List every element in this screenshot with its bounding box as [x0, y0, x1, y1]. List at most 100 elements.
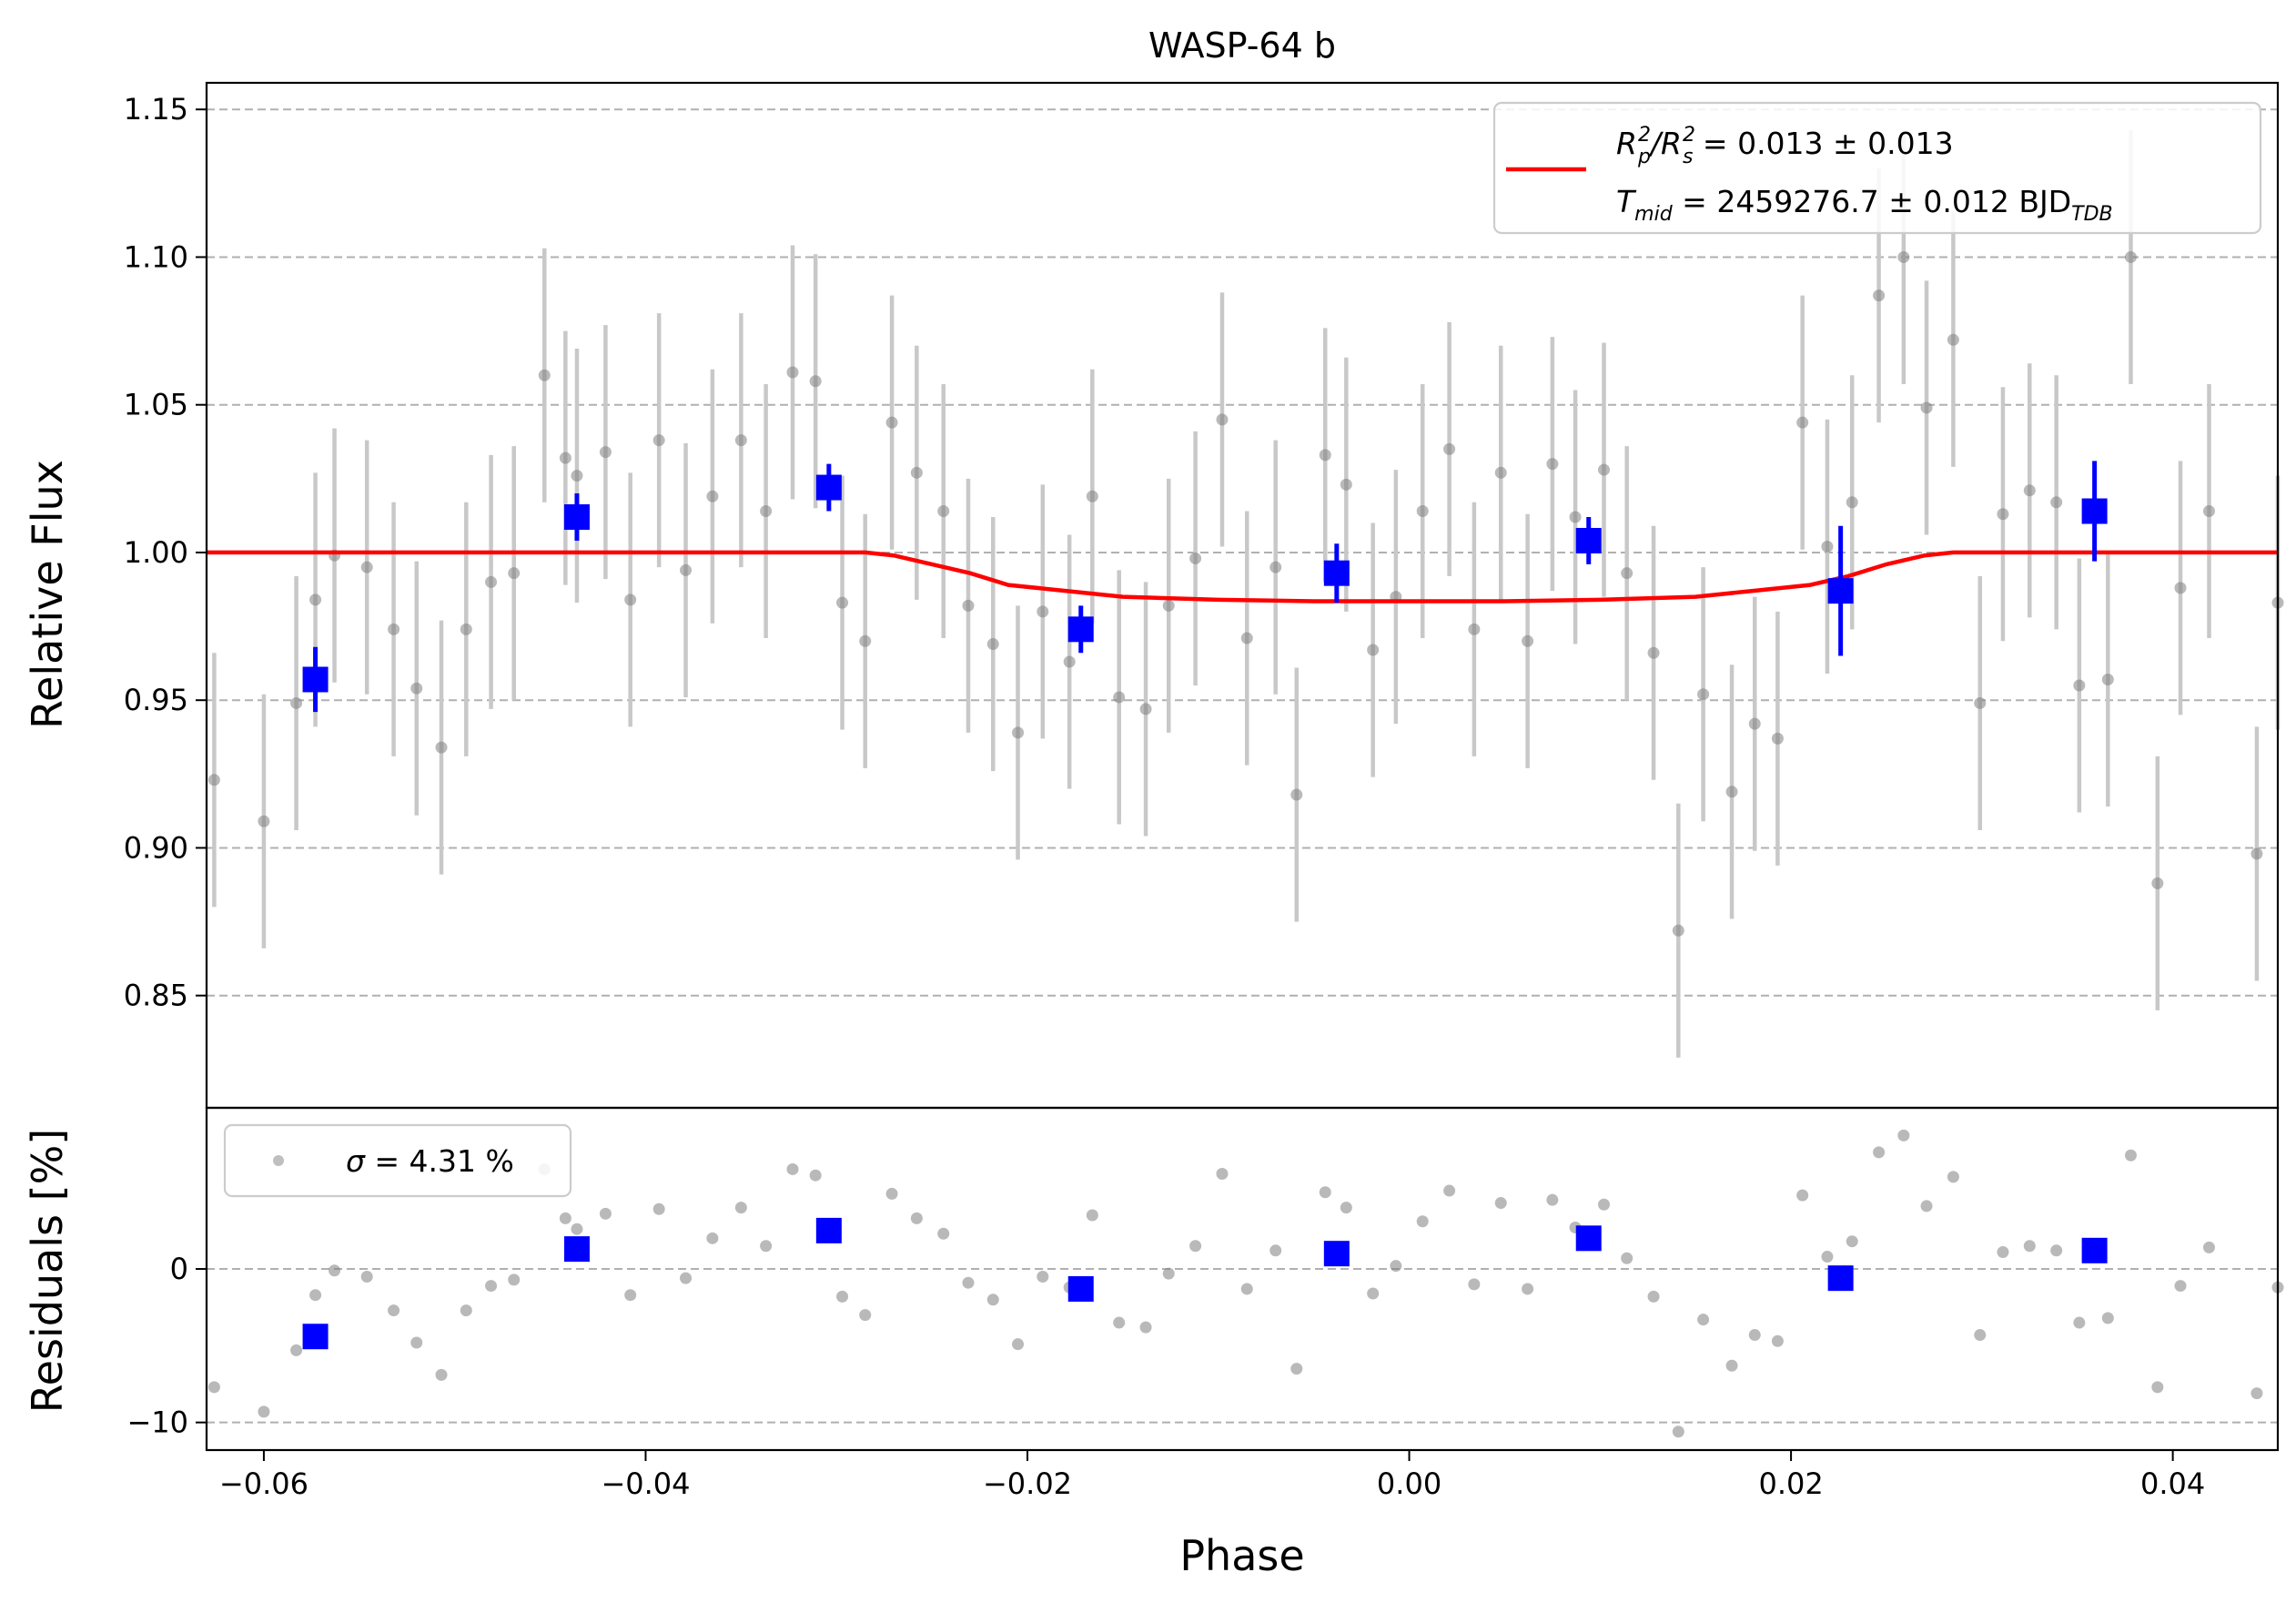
residuals-panel: −10 0 −0.06 −0.04 −0.02 0.00 0.02 0.04 Residua… [23, 1106, 2284, 1580]
binned-point [563, 504, 590, 531]
raw-point [885, 416, 898, 429]
raw-point [571, 470, 583, 482]
legend-rp-rs-entry: R2 p/R2 s = 0.013 ± 0.013 [1616, 124, 1954, 168]
raw-point [1621, 567, 1633, 580]
raw-point [2124, 250, 2137, 263]
raw-point [1416, 505, 1429, 518]
residual-point [460, 1304, 472, 1317]
residual-point [2023, 1240, 2036, 1253]
raw-point [1796, 416, 1809, 429]
residual-point [1162, 1267, 1175, 1280]
binned-point [302, 666, 329, 693]
residual-point [410, 1336, 423, 1349]
chart-title: WASP-64 b [1148, 25, 1336, 66]
residual-point [2174, 1280, 2187, 1293]
raw-point [1063, 655, 1076, 668]
transit-model-line [207, 550, 2278, 604]
light-curve-legend: R2 p/R2 s = 0.013 ± 0.013 Tmid = 2459276.7… [1492, 101, 2262, 235]
raw-point [652, 434, 665, 447]
binned-residual-point [1323, 1241, 1350, 1267]
raw-point [910, 466, 923, 479]
residual-point [1897, 1129, 1910, 1141]
binned-residual-point [1827, 1265, 1854, 1292]
y-axis-title-residuals: Residuals [%] [23, 1129, 72, 1413]
raw-point [1162, 599, 1175, 612]
raw-point [2101, 673, 2114, 685]
residuals-binned-points [302, 1217, 2108, 1350]
raw-point [410, 682, 423, 695]
y-tick-label: −10 [126, 1405, 188, 1440]
y-tick-label: 1.00 [124, 535, 188, 570]
raw-point [485, 575, 498, 588]
residual-point [258, 1405, 270, 1418]
residual-point [734, 1202, 747, 1214]
y-tick-label: 1.15 [124, 92, 188, 127]
light-curve-raw-points [207, 129, 2284, 1058]
raw-point [706, 490, 719, 502]
residuals-grid [207, 1268, 2278, 1424]
residual-point [1390, 1260, 1402, 1273]
x-tick-label: −0.06 [219, 1466, 308, 1501]
raw-point [1139, 703, 1152, 715]
raw-point [1443, 442, 1456, 455]
residual-point [680, 1272, 693, 1284]
raw-point [2073, 679, 2086, 692]
binned-point [815, 474, 842, 501]
residual-point [2050, 1244, 2063, 1257]
residual-point [1443, 1184, 1456, 1197]
raw-point [1672, 924, 1684, 937]
residual-point [1468, 1278, 1481, 1291]
residual-point [2101, 1312, 2114, 1324]
residual-point [1290, 1363, 1303, 1375]
raw-point [1037, 605, 1049, 618]
raw-point [1974, 696, 1987, 709]
raw-point [599, 446, 612, 459]
residual-point [1269, 1244, 1282, 1257]
residual-point [559, 1212, 571, 1224]
binned-residual-point [563, 1236, 590, 1263]
raw-point [1997, 508, 2009, 521]
y-tick-label: 0.95 [124, 683, 188, 717]
residual-point [2250, 1387, 2263, 1400]
raw-point [859, 634, 872, 647]
residual-point [1416, 1215, 1429, 1228]
y-tick-label: 0.90 [124, 830, 188, 865]
residual-point [360, 1270, 373, 1283]
residual-point [836, 1290, 849, 1303]
x-tick-label: 0.02 [1758, 1466, 1823, 1501]
residual-point [809, 1169, 822, 1182]
x-axis-ticks: −0.06 −0.04 −0.02 0.00 0.02 0.04 [219, 1450, 2205, 1501]
residual-point [290, 1344, 303, 1356]
raw-point [435, 741, 448, 754]
raw-point [1367, 644, 1380, 656]
residual-point [937, 1227, 950, 1240]
raw-point [1897, 250, 1910, 263]
residual-point [207, 1381, 220, 1394]
residual-point [1997, 1245, 2009, 1258]
binned-point [2081, 498, 2108, 524]
residual-point [1216, 1168, 1229, 1181]
residual-point [1319, 1186, 1331, 1199]
raw-point [1012, 726, 1025, 739]
y-axis-title-flux: Relative Flux [23, 460, 72, 729]
binned-residual-point [1575, 1225, 1602, 1252]
y-tick-label: 0.85 [124, 979, 188, 1013]
raw-point [1647, 646, 1660, 659]
raw-point [1189, 552, 1202, 564]
raw-point [1821, 540, 1834, 553]
residuals-legend: σ = 4.31 % [223, 1123, 572, 1198]
residual-point [1974, 1329, 1987, 1342]
raw-point [258, 815, 270, 827]
residual-point [1920, 1200, 1933, 1212]
raw-point [538, 369, 551, 381]
x-tick-label: −0.02 [983, 1466, 1072, 1501]
residual-point [1367, 1287, 1380, 1300]
residual-point [859, 1309, 872, 1322]
raw-point [360, 561, 373, 573]
raw-point [1697, 688, 1710, 701]
residual-point [885, 1187, 898, 1200]
residual-point [706, 1232, 719, 1244]
residual-point [1139, 1321, 1152, 1334]
residual-point [1821, 1251, 1834, 1263]
